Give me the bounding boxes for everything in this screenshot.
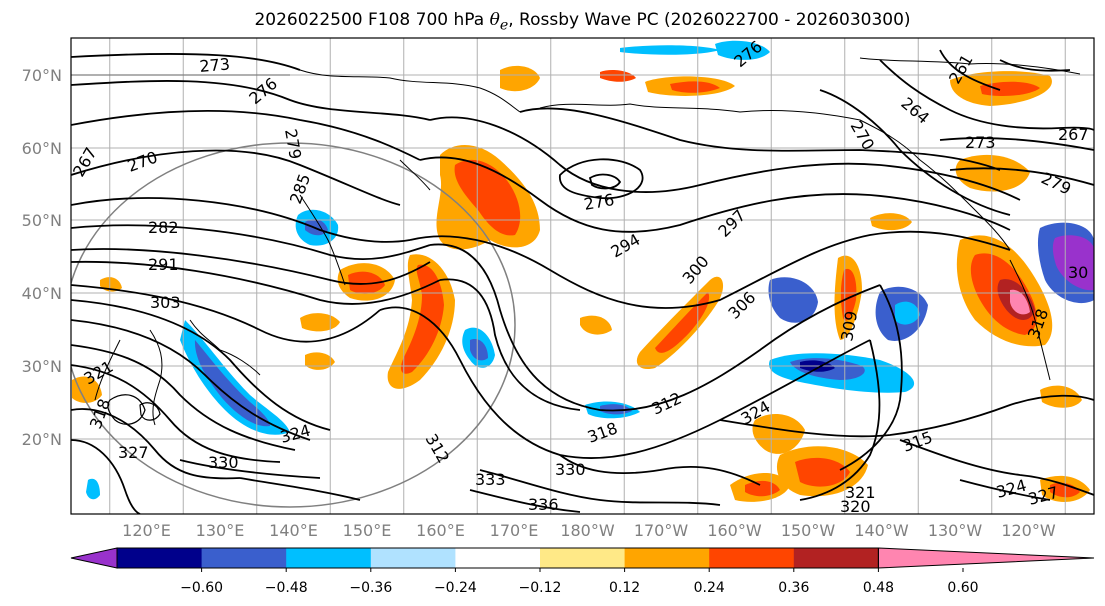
lat-tick-label: 60°N [22, 139, 62, 158]
theta-e-contours [71, 49, 1094, 514]
lat-tick-label: 20°N [22, 430, 62, 449]
contour-label: 321 [845, 483, 876, 502]
lat-tick-label: 50°N [22, 211, 62, 230]
longitude-labels: 120°E 130°E 140°E 150°E 160°E 170°E 180°W 170°W… [122, 521, 1056, 540]
lon-tick-label: 130°W [928, 521, 983, 540]
lon-tick-label: 120°E [122, 521, 171, 540]
map-panel: 273 276 279 267 270 285 282 291 303 321 … [71, 38, 1094, 516]
colorbar-extend-max [877, 547, 1095, 569]
colorbar-swatch [793, 548, 879, 568]
map-frame [70, 37, 1095, 515]
contour-label: 273 [199, 54, 231, 76]
contour-label: 320 [840, 497, 871, 516]
lon-tick-label: 130°E [196, 521, 245, 540]
anomaly-shading [72, 40, 1094, 502]
colorbar-tick-label: −0.24 [434, 580, 477, 596]
influence-circle [71, 142, 516, 508]
lon-tick-label: 140°W [854, 521, 909, 540]
colorbar-swatch [370, 548, 456, 568]
colorbar-swatch [117, 548, 203, 568]
lat-tick-label: 30°N [22, 357, 62, 376]
latitude-labels: 70°N 60°N 50°N 40°N 30°N 20°N [22, 66, 62, 449]
contour-label: 30 [1068, 263, 1088, 282]
colorbar-swatch [201, 548, 287, 568]
colorbar-tick-label: 0.36 [778, 580, 809, 596]
colorbar-tick-label: −0.36 [349, 580, 392, 596]
colorbar-tick-label: 0.60 [947, 580, 978, 596]
lon-tick-label: 120°W [1001, 521, 1056, 540]
colorbar-tick-label: 0.12 [609, 580, 640, 596]
contour-label: 333 [475, 470, 506, 489]
chart-title: 2026022500 F108 700 hPa θe, Rossby Wave … [254, 10, 911, 34]
colorbar-tick-label: 0.24 [694, 580, 725, 596]
lon-tick-label: 170°E [490, 521, 539, 540]
contour-label: 327 [118, 443, 149, 462]
lon-tick-label: 140°E [269, 521, 318, 540]
contour-label: 282 [148, 218, 179, 237]
colorbar-tick-label: −0.48 [265, 580, 308, 596]
contour-label: 303 [150, 293, 181, 312]
colorbar-swatch [286, 548, 372, 568]
contour-label: 273 [965, 133, 996, 152]
colorbar-swatch [540, 548, 626, 568]
colorbar-frame [116, 547, 879, 569]
lon-tick-label: 150°E [343, 521, 392, 540]
lon-tick-label: 180°W [560, 521, 615, 540]
lat-tick-label: 70°N [22, 66, 62, 85]
contour-label: 330 [208, 453, 239, 472]
colorbar-swatch [624, 548, 710, 568]
contour-label: 330 [555, 460, 586, 479]
lon-tick-label: 160°W [707, 521, 762, 540]
contour-label: 291 [148, 255, 179, 274]
colorbar-tick-label: 0.48 [863, 580, 894, 596]
colorbar: −0.60 −0.48 −0.36 −0.24 −0.12 0.12 0.24 0.36 0.4… [70, 547, 1095, 596]
colorbar-swatch [709, 548, 795, 568]
colorbar-tick-label: −0.60 [180, 580, 223, 596]
colorbar-tick-label: −0.12 [519, 580, 562, 596]
colorbar-swatch [455, 548, 541, 568]
lat-tick-label: 40°N [22, 284, 62, 303]
colorbar-extend-min [70, 547, 118, 569]
contour-label: 336 [528, 495, 559, 514]
lon-tick-label: 160°E [416, 521, 465, 540]
lon-tick-label: 170°W [634, 521, 689, 540]
contour-label: 267 [1058, 125, 1089, 144]
lon-tick-label: 150°W [781, 521, 836, 540]
